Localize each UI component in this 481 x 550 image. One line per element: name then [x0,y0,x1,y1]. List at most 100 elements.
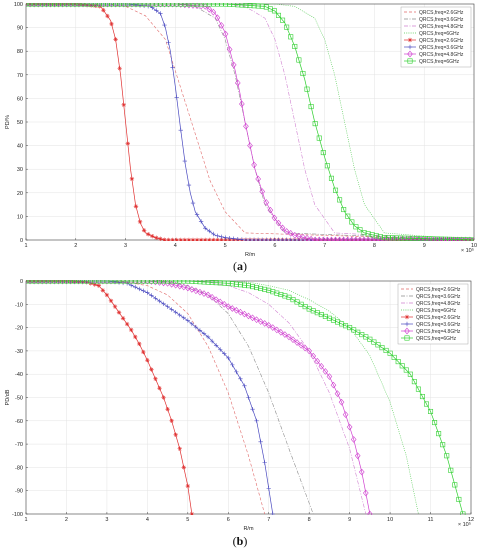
series-point-6 [185,318,191,323]
series-point-6 [141,288,146,293]
series-point-6 [145,290,150,295]
series-point-8 [406,235,412,241]
series-point-8 [84,3,90,7]
x-tick-label: 8 [373,243,376,249]
series-point-6 [169,307,174,312]
series-point-6 [258,439,263,444]
series-point-8 [448,467,454,473]
series-point-6 [177,312,182,318]
series-point-6 [264,237,269,241]
series-point-8 [132,280,138,284]
series-point-8 [306,306,312,312]
series-point-7 [312,236,318,241]
series-point-7 [350,436,357,443]
series-point-8 [423,401,429,407]
series-point-8 [165,280,171,284]
series-point-8 [341,207,347,213]
series-point-8 [177,280,183,284]
series-point-7 [217,298,223,306]
series-point-6 [234,369,239,375]
series-point-6 [230,362,235,368]
series-point-8 [300,71,306,77]
series-point-5 [158,236,163,241]
series-point-8 [403,367,409,373]
series-point-8 [166,3,172,7]
series-point-8 [451,236,457,241]
series-point-8 [47,3,53,7]
series-point-8 [194,3,200,7]
series-point-8 [59,280,65,284]
series-point-8 [459,237,465,241]
series-point-8 [231,3,237,8]
series-point-8 [292,43,298,49]
series-point-8 [26,3,29,7]
series-point-8 [371,339,377,345]
series-point-8 [117,3,123,7]
series-point-8 [202,3,208,7]
series-point-8 [430,236,436,241]
series-point-8 [218,3,224,7]
series-point-7 [201,290,207,297]
series-point-5 [170,237,175,241]
series-point-8 [262,286,268,292]
series-point-8 [109,3,115,7]
series-point-8 [113,3,119,7]
x-tick-label: 9 [423,243,426,249]
y-tick-label: -50 [15,396,23,402]
series-point-7 [221,300,228,308]
series-point-5 [133,334,138,340]
series-point-8 [422,236,428,241]
series-point-7 [249,314,256,322]
caption-b: (b) [233,534,248,548]
series-point-8 [213,280,219,286]
series-point-8 [185,280,191,284]
series-point-6 [243,237,249,241]
x-tick-label: 4 [146,517,149,523]
series-point-8 [415,386,421,392]
series-point-8 [440,442,446,448]
series-point-8 [35,3,41,7]
series-point-8 [314,310,320,316]
series-point-5 [165,406,170,412]
series-point-5 [177,446,182,451]
series-point-6 [239,237,245,241]
series-point-8 [100,3,106,7]
series-point-6 [158,11,163,16]
y-tick-label: -90 [15,489,23,495]
y-tick-label: 100 [14,2,23,8]
legend-entry: QRCS,freq=3.6GHz [419,45,464,51]
series-point-8 [129,3,135,7]
y-axis-label: PD/% [5,115,11,129]
series-point-8 [282,293,288,299]
series-point-6 [166,40,171,45]
series-point-5 [105,13,110,19]
caption-a: (a) [233,259,247,273]
series-point-5 [174,237,179,241]
series-point-8 [259,3,265,9]
series-point-6 [133,284,138,290]
series-point-8 [270,289,276,295]
series-point-8 [68,3,74,7]
y-tick-label: 30 [17,167,23,173]
series-point-5 [129,176,135,182]
legend-entry: QRCS,freq=6GHz [416,336,457,342]
series-point-8 [157,280,163,284]
legend-entry: QRCS,freq=6GHz [419,31,460,37]
series-point-8 [201,280,207,285]
y-tick-label: -40 [15,372,23,378]
series-point-8 [426,236,432,241]
series-point-8 [395,359,401,365]
legend-entry: QRCS,freq=2.6GHz [416,315,461,321]
series-point-6 [223,235,228,240]
series-point-7 [206,5,213,13]
series-point-5 [145,358,150,363]
series-point-5 [207,237,212,241]
series-point-8 [442,236,448,241]
series-point-8 [76,3,82,7]
series-point-6 [194,212,200,217]
series-point-7 [282,331,288,338]
series-point-7 [330,381,337,389]
series-point-8 [381,235,387,241]
series-point-7 [308,235,314,241]
y-tick-label: 10 [17,214,23,220]
